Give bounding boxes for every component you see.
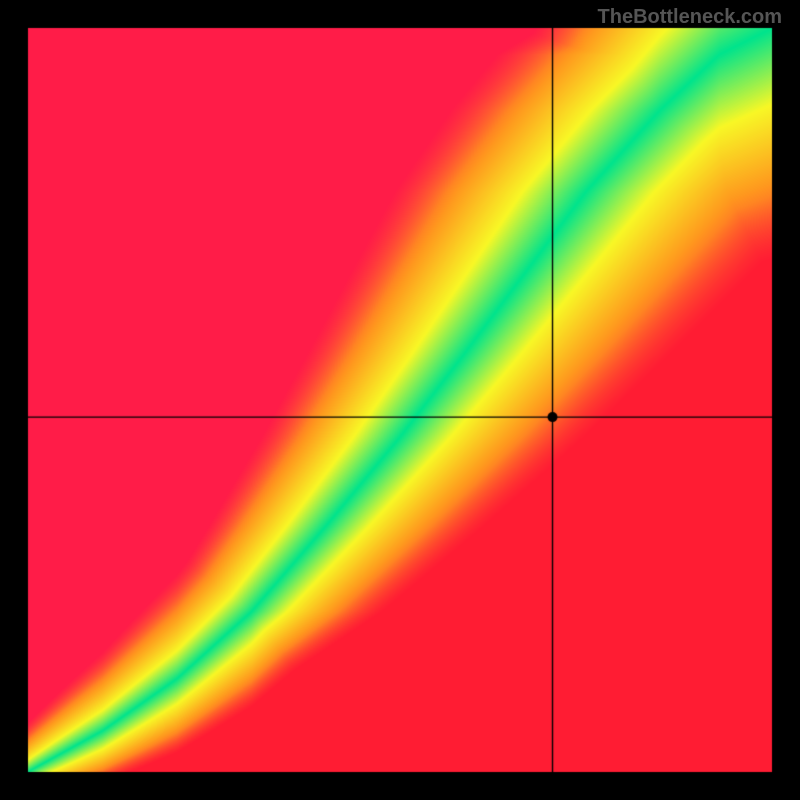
watermark-text: TheBottleneck.com (598, 6, 782, 29)
heatmap-canvas (0, 0, 800, 800)
chart-container: TheBottleneck.com (0, 0, 800, 800)
